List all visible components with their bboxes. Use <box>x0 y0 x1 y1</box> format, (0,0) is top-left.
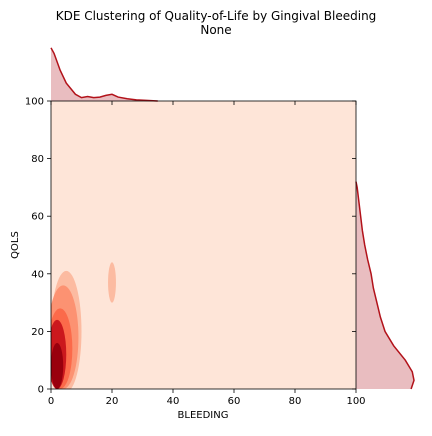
y-tick-label: 60 <box>31 212 44 223</box>
y-tick-label: 20 <box>31 327 44 338</box>
y-tick-label: 100 <box>25 97 44 108</box>
x-tick-label: 40 <box>167 396 180 407</box>
y-axis-label: QOLS <box>10 231 21 259</box>
chart-subtitle: None <box>200 23 231 37</box>
density-region <box>51 342 64 389</box>
x-axis-label: BLEEDING <box>178 410 229 421</box>
marginal-x-curve <box>50 47 158 102</box>
x-tick-label: 100 <box>346 396 365 407</box>
density-region <box>108 262 116 303</box>
marginal-x-fill <box>51 47 158 101</box>
marginal-x-plot <box>50 47 158 102</box>
chart-title: KDE Clustering of Quality-of-Life by Gin… <box>56 9 377 23</box>
marginal-y-plot <box>355 181 415 390</box>
x-tick-label: 80 <box>289 396 302 407</box>
x-tick-label: 20 <box>106 396 119 407</box>
x-tick-label: 0 <box>48 396 54 407</box>
x-axis-ticks: 0 20 40 60 80 100 <box>48 101 366 407</box>
y-axis-ticks: 0 20 40 60 80 100 <box>25 97 356 396</box>
y-tick-label: 0 <box>38 385 44 396</box>
marginal-y-curve <box>355 181 415 390</box>
marginal-y-fill <box>356 181 414 389</box>
joint-plot-background <box>51 101 356 389</box>
density-layer <box>51 262 116 389</box>
y-tick-label: 40 <box>31 269 44 280</box>
joint-plot-frame <box>50 100 357 390</box>
x-tick-label: 60 <box>228 396 241 407</box>
y-tick-label: 80 <box>31 154 44 165</box>
